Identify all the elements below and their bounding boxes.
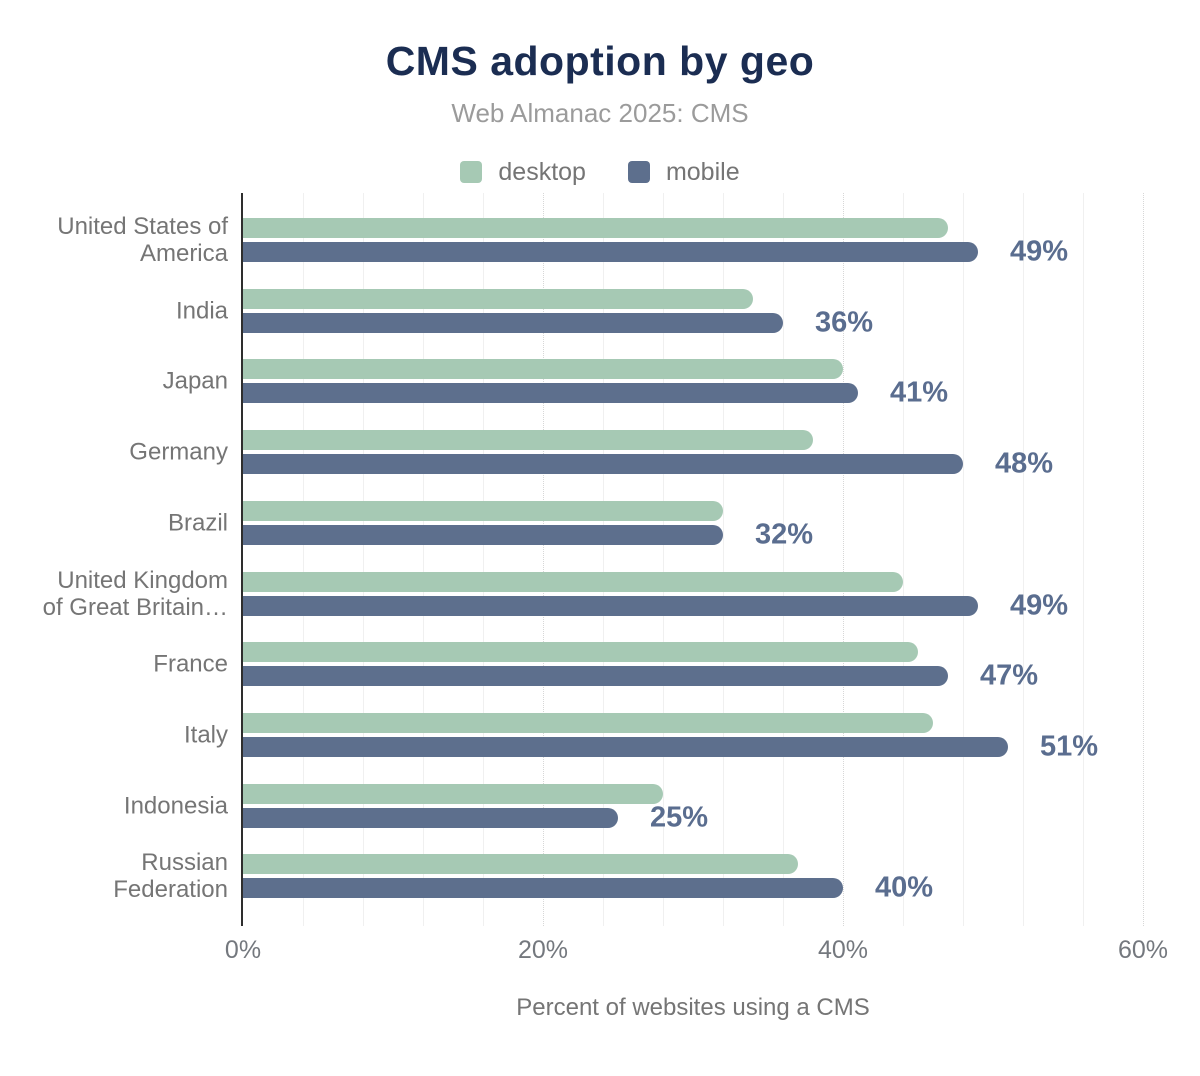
gridline-minor <box>303 193 304 926</box>
x-axis-title: Percent of websites using a CMS <box>516 994 870 1021</box>
value-label: 47% <box>980 659 1039 692</box>
y-axis-line <box>241 193 243 926</box>
gridline-minor <box>423 193 424 926</box>
y-axis-label: India <box>175 297 228 325</box>
bar-desktop <box>243 359 843 380</box>
bar-desktop <box>243 500 723 521</box>
bar-mobile <box>243 666 948 687</box>
bar-desktop <box>243 854 798 875</box>
bar-mobile <box>243 524 723 545</box>
bar-mobile <box>243 242 978 262</box>
gridline-minor <box>603 193 604 926</box>
bar-mobile <box>243 736 1008 757</box>
chart-subtitle: Web Almanac 2025: CMS <box>451 98 749 128</box>
bar-mobile <box>243 312 783 333</box>
value-label: 49% <box>1010 235 1069 268</box>
value-label: 51% <box>1040 730 1099 763</box>
legend: desktop mobile <box>0 157 1200 187</box>
x-axis-tick-label: 40% <box>817 936 869 964</box>
value-label: 48% <box>995 447 1054 480</box>
gridline-major <box>843 193 844 926</box>
gridline-minor <box>1023 193 1024 926</box>
legend-label-mobile: mobile <box>665 157 740 186</box>
plot-area: 49% 36% 41% 48% 32% 49% 47% 51% 25% 40% <box>243 193 1173 926</box>
bar-desktop <box>243 288 753 309</box>
x-axis-tick-label: 60% <box>1117 936 1169 964</box>
bar-desktop <box>243 430 813 451</box>
y-axis-label: Russian Federation <box>113 849 228 904</box>
y-axis-label: United Kingdom of Great Britain… <box>42 566 228 621</box>
bar-desktop <box>243 218 948 238</box>
y-axis-labels: United States of America India Japan Germany… <box>0 193 228 926</box>
y-axis-label: Indonesia <box>123 792 228 820</box>
mobile-swatch-icon <box>627 161 650 183</box>
bar-mobile <box>243 807 618 828</box>
legend-item-desktop[interactable]: desktop <box>460 158 586 187</box>
gridline-minor <box>903 193 904 926</box>
x-axis-tick-label: 20% <box>517 936 569 964</box>
gridline-minor <box>1083 193 1084 926</box>
bar-desktop <box>243 783 663 804</box>
gridline-minor <box>963 193 964 926</box>
bar-desktop <box>243 712 933 733</box>
value-label: 41% <box>890 376 949 409</box>
bar-mobile <box>243 383 858 404</box>
gridline-minor <box>663 193 664 926</box>
x-axis-tick-label: 0% <box>224 936 262 964</box>
gridline-major <box>543 193 544 926</box>
bar-desktop <box>243 642 918 663</box>
gridline-minor <box>483 193 484 926</box>
chart-title: CMS adoption by geo <box>385 38 815 84</box>
gridline-minor <box>723 193 724 926</box>
y-axis-label: Brazil <box>167 509 228 537</box>
y-axis-label: United States of America <box>57 213 228 267</box>
bar-mobile <box>243 878 843 899</box>
gridline-minor <box>783 193 784 926</box>
gridline-major <box>1143 193 1144 926</box>
y-axis-label: France <box>153 650 228 678</box>
desktop-swatch-icon <box>460 161 483 183</box>
legend-label-desktop: desktop <box>498 157 586 186</box>
value-label: 25% <box>650 801 709 834</box>
value-label: 36% <box>815 306 874 339</box>
y-axis-label: Germany <box>129 438 228 466</box>
bar-desktop <box>243 571 903 592</box>
legend-item-mobile[interactable]: mobile <box>627 157 740 187</box>
value-label: 49% <box>1010 589 1069 621</box>
bar-mobile <box>243 454 963 475</box>
bar-mobile <box>243 595 978 616</box>
gridline-minor <box>363 193 364 926</box>
value-label: 32% <box>755 518 814 551</box>
value-label: 40% <box>875 871 934 904</box>
y-axis-label: Japan <box>162 367 228 395</box>
y-axis-label: Italy <box>183 721 228 749</box>
